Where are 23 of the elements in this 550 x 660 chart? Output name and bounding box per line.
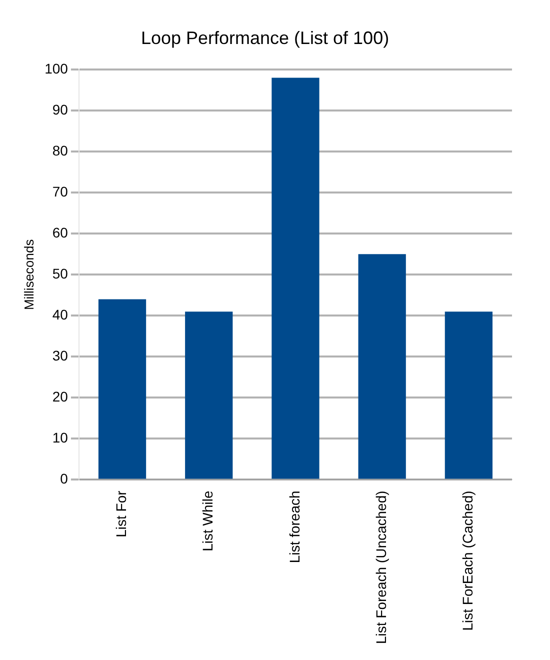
y-tick-label: 40	[52, 306, 68, 323]
y-tick-label: 30	[52, 348, 68, 364]
bar	[444, 312, 493, 479]
y-tick-label: 20	[52, 388, 68, 405]
y-tick-label: 80	[52, 142, 68, 158]
bar	[358, 254, 406, 479]
y-tick-label: 0	[60, 470, 68, 487]
x-tick-label: List While	[200, 490, 216, 552]
y-tick-label: 90	[52, 101, 68, 118]
bar	[272, 78, 320, 479]
x-tick-label: List Foreach (Uncached)	[372, 490, 389, 644]
y-tick-label: 100	[44, 60, 68, 76]
y-tick-label: 50	[52, 266, 68, 282]
y-axis-title: Milliseconds	[21, 238, 36, 310]
x-tick-label: List foreach	[286, 490, 302, 564]
y-tick-label: 60	[52, 224, 68, 241]
y-tick-label: 70	[52, 183, 68, 200]
bar	[185, 312, 233, 479]
x-tick-label: List ForEach (Cached)	[460, 490, 476, 631]
bar	[98, 299, 146, 479]
x-tick-label: List For	[113, 490, 130, 538]
chart-title: Loop Performance (List of 100)	[140, 28, 390, 48]
y-tick-label: 10	[52, 430, 68, 446]
